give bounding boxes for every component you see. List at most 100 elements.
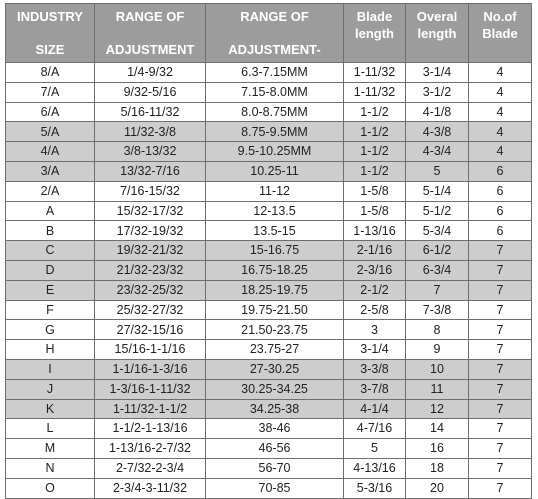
table-row: N 2-7/32-2-3/4 56-70 4-13/16 18 7 [5, 457, 532, 479]
table-row: 7/A 9/32-5/16 7.15-8.0MM 1-11/32 3-1/2 4 [5, 81, 532, 103]
cell-blade-length: 4-7/16 [343, 418, 406, 440]
cell-overall-length: 3-1/2 [405, 81, 469, 103]
cell-range-mm: 13.5-15 [205, 220, 344, 242]
cell-blade-count: 7 [468, 240, 532, 261]
table-row: 2/A 7/16-15/32 11-12 1-5/8 5-1/4 6 [5, 180, 532, 202]
cell-industry-size: K [5, 398, 95, 420]
cell-industry-size: 8/A [5, 62, 95, 83]
cell-industry-size: N [5, 457, 95, 479]
cell-range-inches: 1-1/2-1-13/16 [94, 418, 206, 440]
cell-range-mm: 8.0-8.75MM [205, 101, 344, 123]
cell-range-inches: 23/32-25/32 [94, 279, 206, 301]
cell-blade-count: 4 [468, 101, 532, 123]
cell-overall-length: 7 [405, 279, 469, 301]
cell-range-mm: 21.50-23.75 [205, 319, 344, 341]
cell-range-mm: 12-13.5 [205, 200, 344, 222]
table-row: O 2-3/4-3-11/32 70-85 5-3/16 20 7 [5, 477, 532, 499]
cell-blade-count: 6 [468, 160, 532, 182]
cell-blade-length: 5-3/16 [343, 477, 406, 499]
cell-blade-length: 3 [343, 319, 406, 341]
cell-range-mm: 7.15-8.0MM [205, 81, 344, 103]
cell-blade-count: 7 [468, 418, 532, 440]
header-blade-length: Blade length [343, 3, 406, 63]
header-line: RANGE OF [115, 9, 185, 24]
cell-range-mm: 10.25-11 [205, 160, 344, 182]
header-line: Blade [482, 26, 518, 41]
cell-range-inches: 1-13/16-2-7/32 [94, 438, 206, 459]
table-body: 8/A 1/4-9/32 6.3-7.15MM 1-11/32 3-1/4 4 7/A 9/3… [5, 62, 532, 499]
cell-range-inches: 11/32-3/8 [94, 121, 206, 143]
cell-overall-length: 3-1/4 [405, 62, 469, 83]
table-row: 5/A 11/32-3/8 8.75-9.5MM 1-1/2 4-3/8 4 [5, 121, 532, 143]
cell-blade-length: 1-11/32 [343, 81, 406, 103]
table-row: 4/A 3/8-13/32 9.5-10.25MM 1-1/2 4-3/4 4 [5, 141, 532, 162]
cell-range-mm: 6.3-7.15MM [205, 62, 344, 83]
cell-overall-length: 5-1/4 [405, 180, 469, 202]
cell-overall-length: 4-3/4 [405, 141, 469, 162]
cell-range-mm: 8.75-9.5MM [205, 121, 344, 143]
cell-overall-length: 20 [405, 477, 469, 499]
cell-blade-length: 1-1/2 [343, 141, 406, 162]
table-row: 3/A 13/32-7/16 10.25-11 1-1/2 5 6 [5, 160, 532, 182]
header-line: length [417, 26, 457, 41]
table-row: F 25/32-27/32 19.75-21.50 2-5/8 7-3/8 7 [5, 299, 532, 321]
cell-blade-length: 3-3/8 [343, 358, 406, 380]
cell-blade-length: 3-1/4 [343, 339, 406, 360]
cell-industry-size: E [5, 279, 95, 301]
cell-range-inches: 27/32-15/16 [94, 319, 206, 341]
cell-overall-length: 14 [405, 418, 469, 440]
header-range-inches: RANGE OF ADJUSTMENT [94, 3, 206, 63]
cell-industry-size: F [5, 299, 95, 321]
cell-industry-size: L [5, 418, 95, 440]
cell-industry-size: O [5, 477, 95, 499]
cell-range-inches: 1-3/16-1-11/32 [94, 378, 206, 400]
cell-blade-count: 4 [468, 62, 532, 83]
cell-blade-count: 6 [468, 180, 532, 202]
cell-blade-count: 7 [468, 319, 532, 341]
cell-blade-count: 4 [468, 121, 532, 143]
table-header: INDUSTRY SIZE RANGE OF ADJUSTMENT RANGE … [5, 3, 532, 63]
header-overall-length: Overal length [405, 3, 469, 63]
cell-blade-count: 6 [468, 220, 532, 242]
cell-range-inches: 1/4-9/32 [94, 62, 206, 83]
cell-overall-length: 16 [405, 438, 469, 459]
cell-industry-size: 2/A [5, 180, 95, 202]
table-row: 6/A 5/16-11/32 8.0-8.75MM 1-1/2 4-1/8 4 [5, 101, 532, 123]
cell-blade-length: 1-5/8 [343, 180, 406, 202]
cell-blade-length: 1-1/2 [343, 121, 406, 143]
cell-range-inches: 19/32-21/32 [94, 240, 206, 261]
cell-industry-size: 7/A [5, 81, 95, 103]
cell-industry-size: A [5, 200, 95, 222]
cell-range-inches: 5/16-11/32 [94, 101, 206, 123]
cell-blade-count: 7 [468, 259, 532, 281]
cell-industry-size: 6/A [5, 101, 95, 123]
cell-range-mm: 56-70 [205, 457, 344, 479]
cell-blade-count: 7 [468, 299, 532, 321]
cell-range-mm: 19.75-21.50 [205, 299, 344, 321]
header-number-of-blades: No.of Blade [468, 3, 532, 63]
cell-blade-length: 5 [343, 438, 406, 459]
cell-blade-count: 7 [468, 339, 532, 360]
cell-overall-length: 6-1/2 [405, 240, 469, 261]
cell-blade-length: 4-13/16 [343, 457, 406, 479]
cell-range-mm: 23.75-27 [205, 339, 344, 360]
cell-range-inches: 17/32-19/32 [94, 220, 206, 242]
cell-overall-length: 5-1/2 [405, 200, 469, 222]
table-row: E 23/32-25/32 18.25-19.75 2-1/2 7 7 [5, 279, 532, 301]
cell-blade-count: 7 [468, 477, 532, 499]
table-row: J 1-3/16-1-11/32 30.25-34.25 3-7/8 11 7 [5, 378, 532, 400]
cell-blade-length: 4-1/4 [343, 398, 406, 420]
header-line: Overal [416, 9, 458, 24]
cell-overall-length: 6-3/4 [405, 259, 469, 281]
cell-blade-count: 7 [468, 457, 532, 479]
cell-industry-size: D [5, 259, 95, 281]
table-row: L 1-1/2-1-13/16 38-46 4-7/16 14 7 [5, 418, 532, 440]
table-row: G 27/32-15/16 21.50-23.75 3 8 7 [5, 319, 532, 341]
hose-clamp-size-table: INDUSTRY SIZE RANGE OF ADJUSTMENT RANGE … [5, 3, 532, 499]
header-line: ADJUSTMENT- [228, 42, 321, 57]
cell-overall-length: 12 [405, 398, 469, 420]
cell-range-inches: 15/32-17/32 [94, 200, 206, 222]
table-row: A 15/32-17/32 12-13.5 1-5/8 5-1/2 6 [5, 200, 532, 222]
cell-range-inches: 25/32-27/32 [94, 299, 206, 321]
cell-overall-length: 7-3/8 [405, 299, 469, 321]
